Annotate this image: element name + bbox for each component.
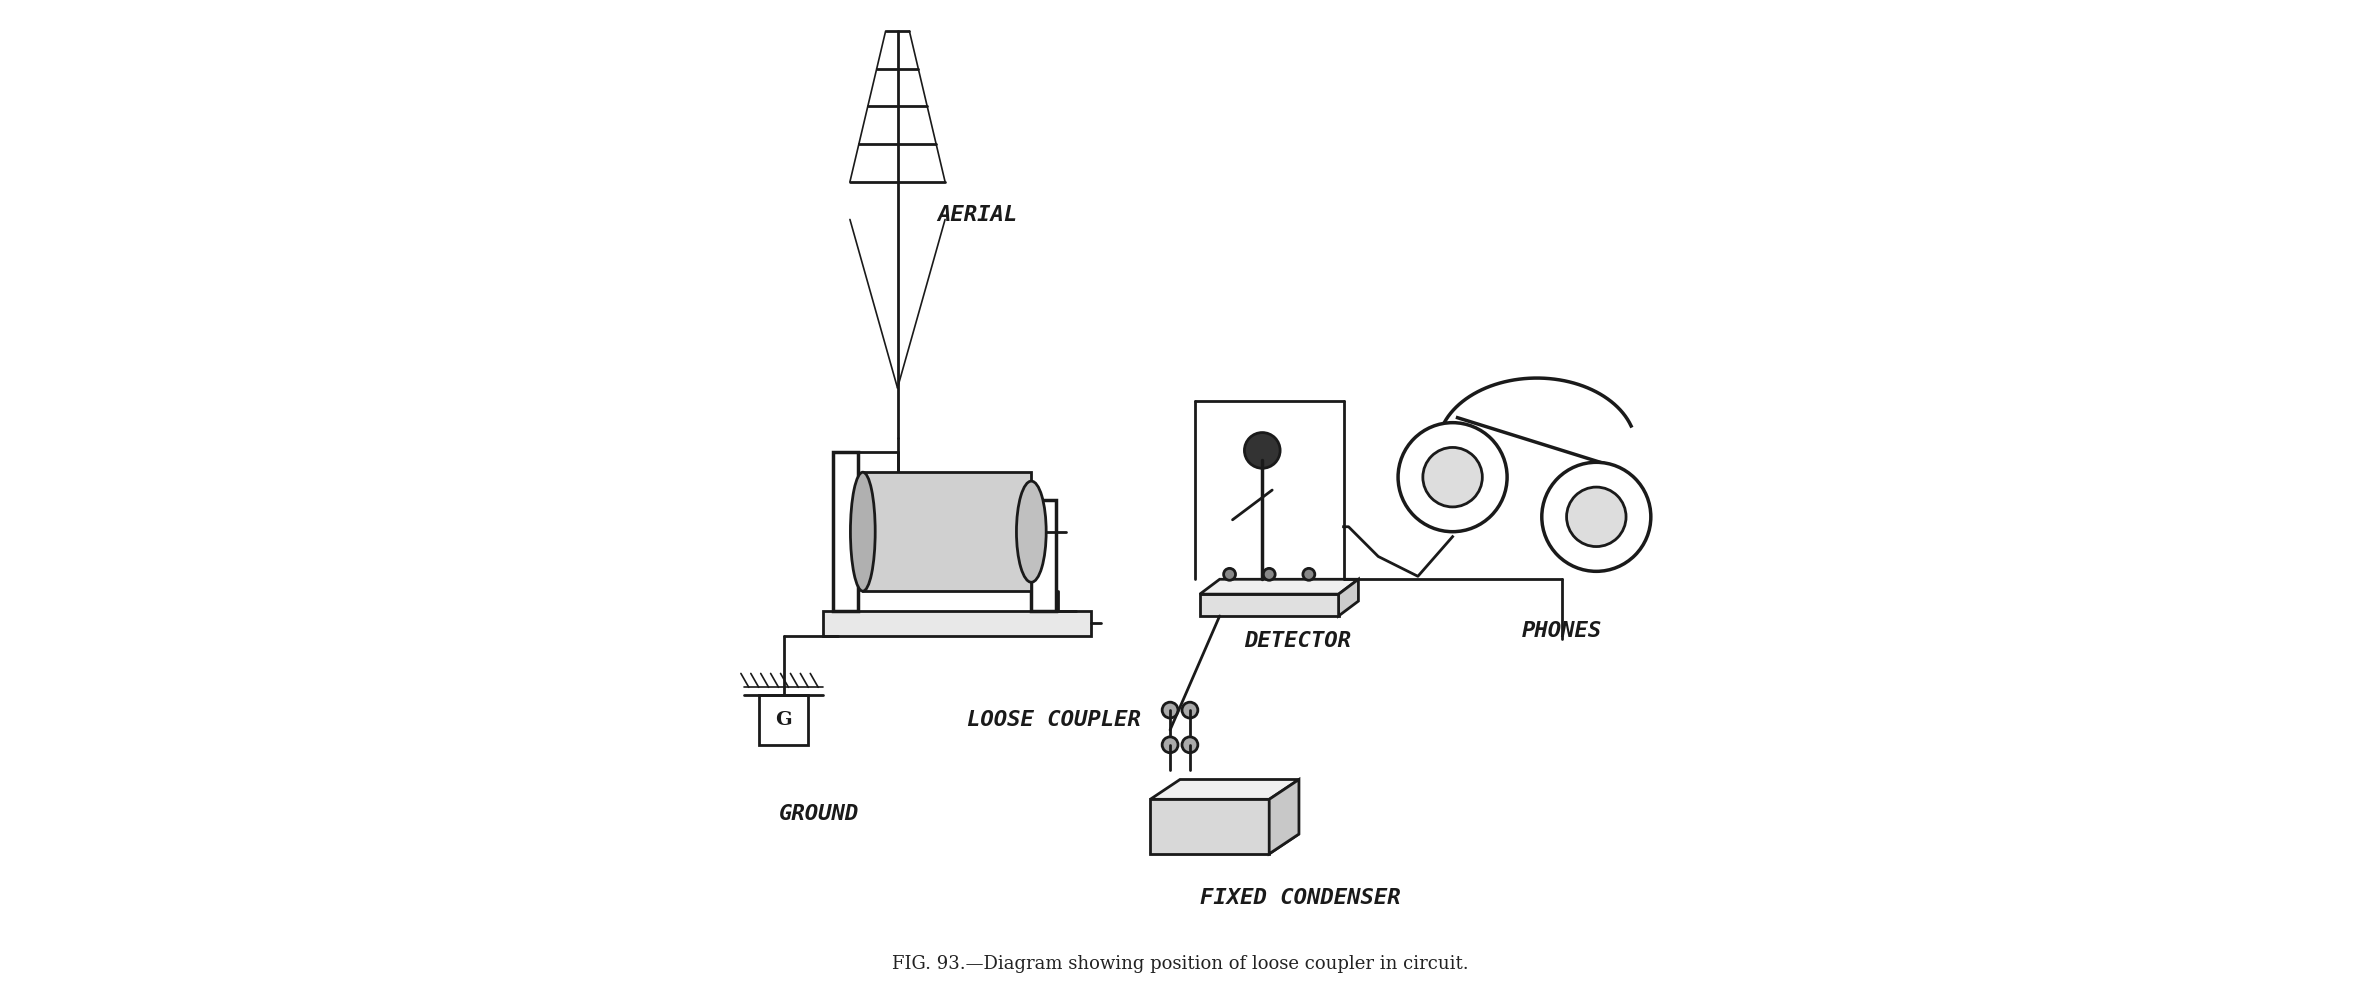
Circle shape: [1182, 737, 1199, 752]
Bar: [1149, 799, 1270, 854]
Circle shape: [1263, 569, 1274, 580]
Text: GROUND: GROUND: [779, 804, 859, 824]
Circle shape: [1397, 422, 1508, 532]
Circle shape: [1567, 487, 1626, 547]
Circle shape: [1161, 702, 1178, 718]
Bar: [864, 472, 1031, 591]
Text: FIG. 93.—Diagram showing position of loose coupler in circuit.: FIG. 93.—Diagram showing position of loo…: [892, 955, 1468, 973]
Polygon shape: [1149, 779, 1298, 799]
Ellipse shape: [1017, 481, 1045, 582]
Circle shape: [1222, 569, 1237, 580]
Bar: [824, 611, 1090, 636]
Bar: [758, 695, 807, 745]
Polygon shape: [1270, 779, 1298, 854]
Text: AERIAL: AERIAL: [937, 205, 1017, 225]
Text: PHONES: PHONES: [1522, 621, 1602, 641]
Circle shape: [1541, 462, 1652, 572]
Polygon shape: [1149, 834, 1298, 854]
Circle shape: [1303, 569, 1315, 580]
Text: FIXED CONDENSER: FIXED CONDENSER: [1199, 889, 1399, 909]
Polygon shape: [1338, 580, 1359, 616]
Bar: [833, 452, 857, 611]
Circle shape: [1182, 702, 1199, 718]
Text: G: G: [774, 711, 793, 729]
Bar: [1199, 594, 1338, 616]
Bar: [1031, 500, 1055, 611]
Text: DETECTOR: DETECTOR: [1244, 631, 1352, 651]
Circle shape: [1244, 432, 1279, 468]
Polygon shape: [1199, 580, 1359, 594]
Text: LOOSE COUPLER: LOOSE COUPLER: [968, 710, 1140, 730]
Circle shape: [1161, 737, 1178, 752]
Circle shape: [1423, 447, 1482, 507]
Ellipse shape: [850, 472, 876, 591]
